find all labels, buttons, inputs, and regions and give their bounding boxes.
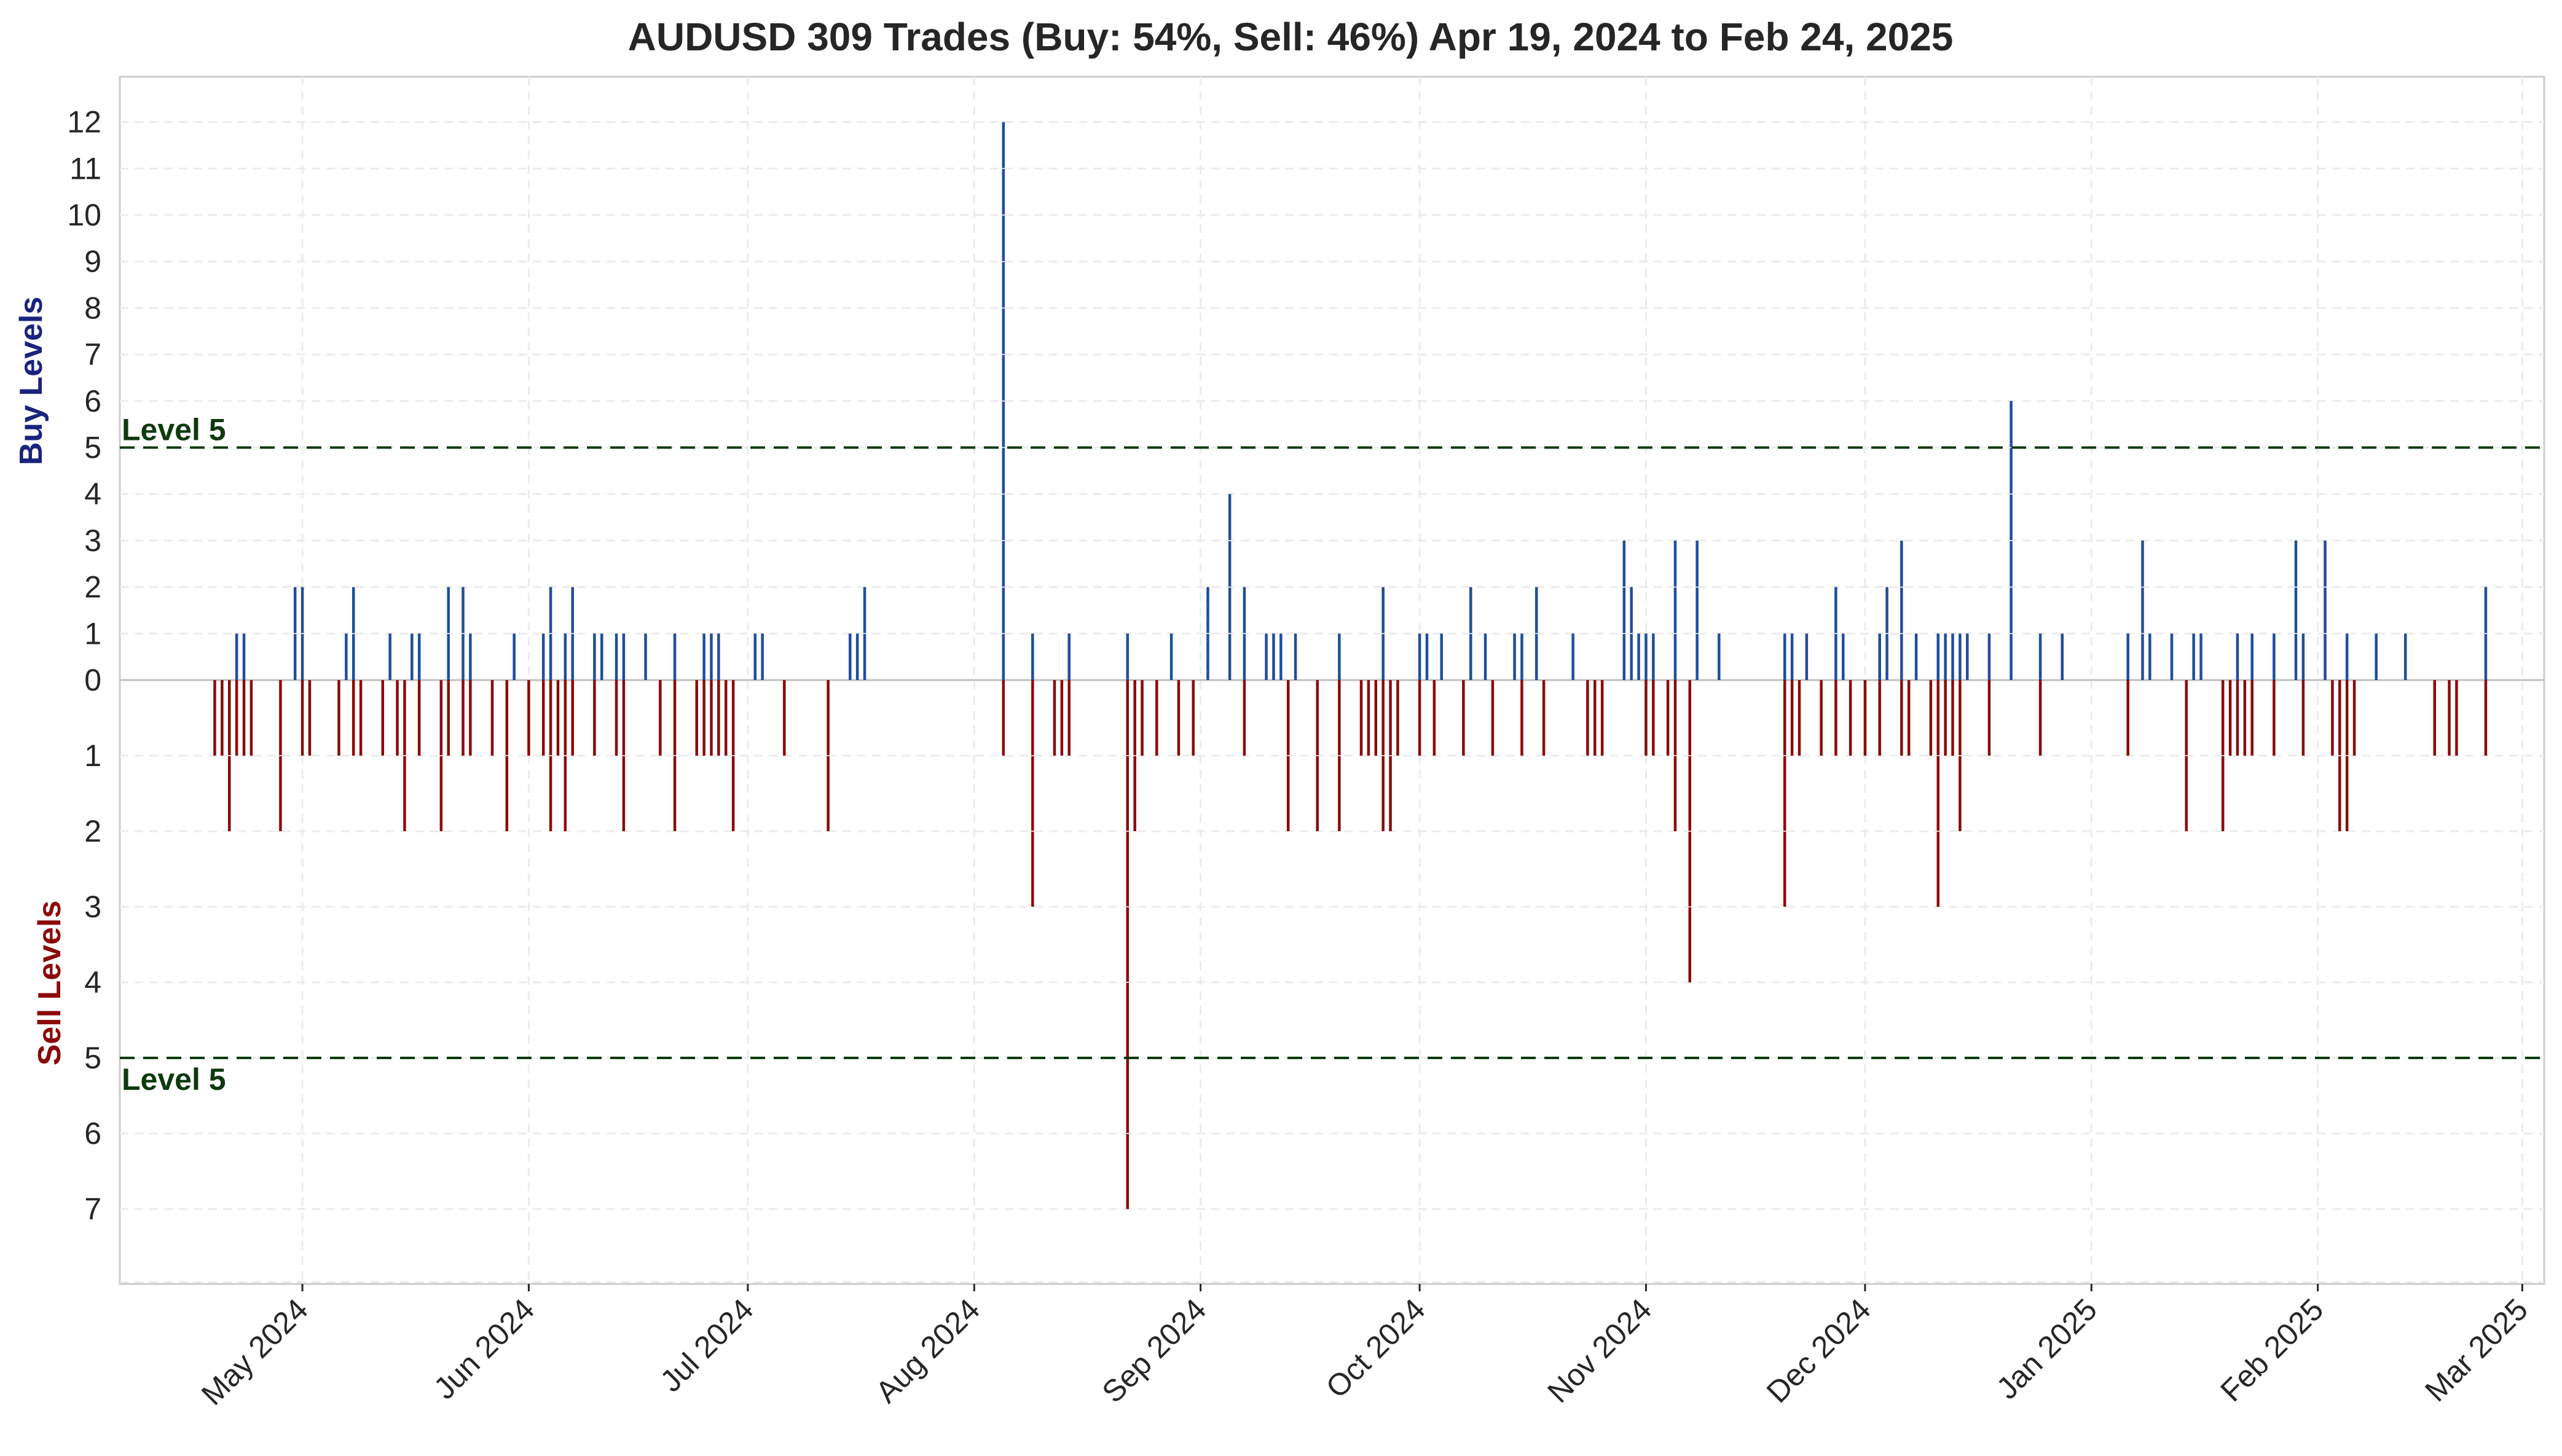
y-tick-label: 6 (84, 1116, 101, 1151)
sell-axis-label: Sell Levels (32, 901, 68, 1066)
y-tick-label: 12 (67, 105, 101, 139)
y-tick-label: 3 (84, 523, 101, 558)
x-tick-label: Nov 2024 (1541, 1292, 1658, 1409)
y-tick-label: 5 (84, 431, 101, 465)
y-tick-label: 9 (84, 245, 101, 279)
x-tick-label: Jun 2024 (427, 1292, 541, 1406)
x-tick-label: May 2024 (195, 1292, 315, 1412)
y-tick-label: 11 (69, 151, 101, 186)
buy-level-label: Level 5 (122, 413, 226, 447)
trade-bars (213, 122, 2488, 1209)
x-tick-label: Dec 2024 (1760, 1292, 1877, 1409)
chart-title: AUDUSD 309 Trades (Buy: 54%, Sell: 46%) … (628, 15, 1954, 59)
x-tick-label: Sep 2024 (1095, 1292, 1212, 1409)
y-tick-label: 5 (84, 1041, 101, 1075)
x-tick-labels: May 2024 Jun 2024 Jul 2024 Aug 2024 Sep 2024… (195, 1284, 2534, 1412)
x-tick-label: Aug 2024 (869, 1292, 986, 1409)
y-tick-label: 0 (84, 663, 101, 697)
x-tick-label: Jul 2024 (653, 1292, 760, 1398)
y-tick-label: 10 (67, 198, 101, 232)
y-tick-label: 7 (84, 1192, 101, 1226)
x-tick-label: Mar 2025 (2418, 1292, 2534, 1408)
buy-axis-label: Buy Levels (14, 297, 49, 466)
sell-level-label: Level 5 (122, 1062, 226, 1097)
grid-lines (120, 77, 2544, 1284)
y-tick-label: 8 (84, 291, 101, 325)
x-tick-label: Oct 2024 (1319, 1292, 1432, 1404)
y-tick-label: 4 (84, 965, 101, 1000)
reference-lines: Level 5 Level 5 (120, 413, 2544, 1097)
y-tick-label: 4 (84, 477, 101, 511)
y-tick-label: 2 (84, 570, 101, 605)
y-tick-label: 1 (84, 616, 101, 651)
y-tick-label: 7 (84, 337, 101, 372)
x-tick-label: Feb 2025 (2214, 1292, 2330, 1408)
y-tick-label: 6 (84, 384, 101, 418)
y-tick-label: 1 (84, 738, 101, 773)
y-tick-label: 2 (84, 814, 101, 848)
y-tick-label: 3 (84, 890, 101, 924)
x-tick-label: Jan 2025 (1990, 1292, 2104, 1406)
